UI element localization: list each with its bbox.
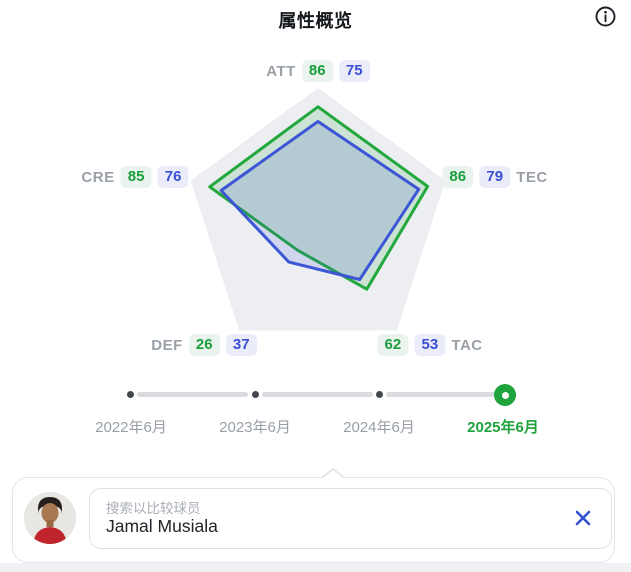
timeline-track[interactable] bbox=[137, 392, 248, 397]
timeline-track[interactable] bbox=[386, 392, 496, 397]
tec-value-blue: 79 bbox=[479, 166, 511, 188]
axis-name-cre: CRE bbox=[81, 168, 115, 186]
def-value-blue: 37 bbox=[225, 334, 257, 356]
tec-value-green: 86 bbox=[442, 166, 474, 188]
header: 属性概览 bbox=[0, 0, 631, 36]
axis-label-att: ATT 86 75 bbox=[266, 60, 370, 82]
avatar bbox=[24, 492, 76, 544]
def-value-green: 26 bbox=[188, 334, 220, 356]
page-background-strip bbox=[0, 563, 631, 572]
timeline-track[interactable] bbox=[262, 392, 373, 397]
cre-value-blue: 76 bbox=[157, 166, 189, 188]
timeline-stop-2024[interactable] bbox=[375, 391, 383, 398]
axis-label-cre: CRE 85 76 bbox=[81, 166, 189, 188]
axis-name-def: DEF bbox=[151, 336, 183, 354]
axis-label-tec: 86 79 TEC bbox=[442, 166, 548, 188]
timeline-label-2024[interactable]: 2024年6月 bbox=[343, 419, 415, 436]
timeline-label-2022[interactable]: 2022年6月 bbox=[95, 419, 167, 436]
timeline-stop-2023[interactable] bbox=[251, 391, 259, 398]
axis-name-tec: TEC bbox=[516, 168, 548, 186]
timeline-label-2023[interactable]: 2023年6月 bbox=[219, 419, 291, 436]
compare-player-panel: 搜索以比较球员 Jamal Musiala bbox=[12, 468, 615, 563]
axis-label-def: DEF 26 37 bbox=[151, 334, 257, 356]
timeline-thumb[interactable] bbox=[494, 384, 516, 406]
timeline-label-2025[interactable]: 2025年6月 bbox=[467, 419, 539, 436]
search-placeholder-label: 搜索以比较球员 bbox=[106, 501, 201, 516]
axis-name-att: ATT bbox=[266, 62, 296, 80]
player-search-input[interactable]: 搜索以比较球员 Jamal Musiala bbox=[89, 488, 612, 549]
close-x-icon[interactable] bbox=[573, 508, 593, 528]
tac-value-blue: 53 bbox=[414, 334, 446, 356]
axis-name-tac: TAC bbox=[451, 336, 483, 354]
info-icon[interactable] bbox=[595, 6, 616, 27]
tac-value-green: 62 bbox=[377, 334, 409, 356]
timeline-stop-2022[interactable] bbox=[126, 391, 134, 398]
cre-value-green: 85 bbox=[120, 166, 152, 188]
page-title: 属性概览 bbox=[278, 11, 353, 31]
search-value: Jamal Musiala bbox=[106, 516, 218, 536]
att-value-blue: 75 bbox=[338, 60, 370, 82]
att-value-green: 86 bbox=[301, 60, 333, 82]
axis-label-tac: 62 53 TAC bbox=[377, 334, 482, 356]
